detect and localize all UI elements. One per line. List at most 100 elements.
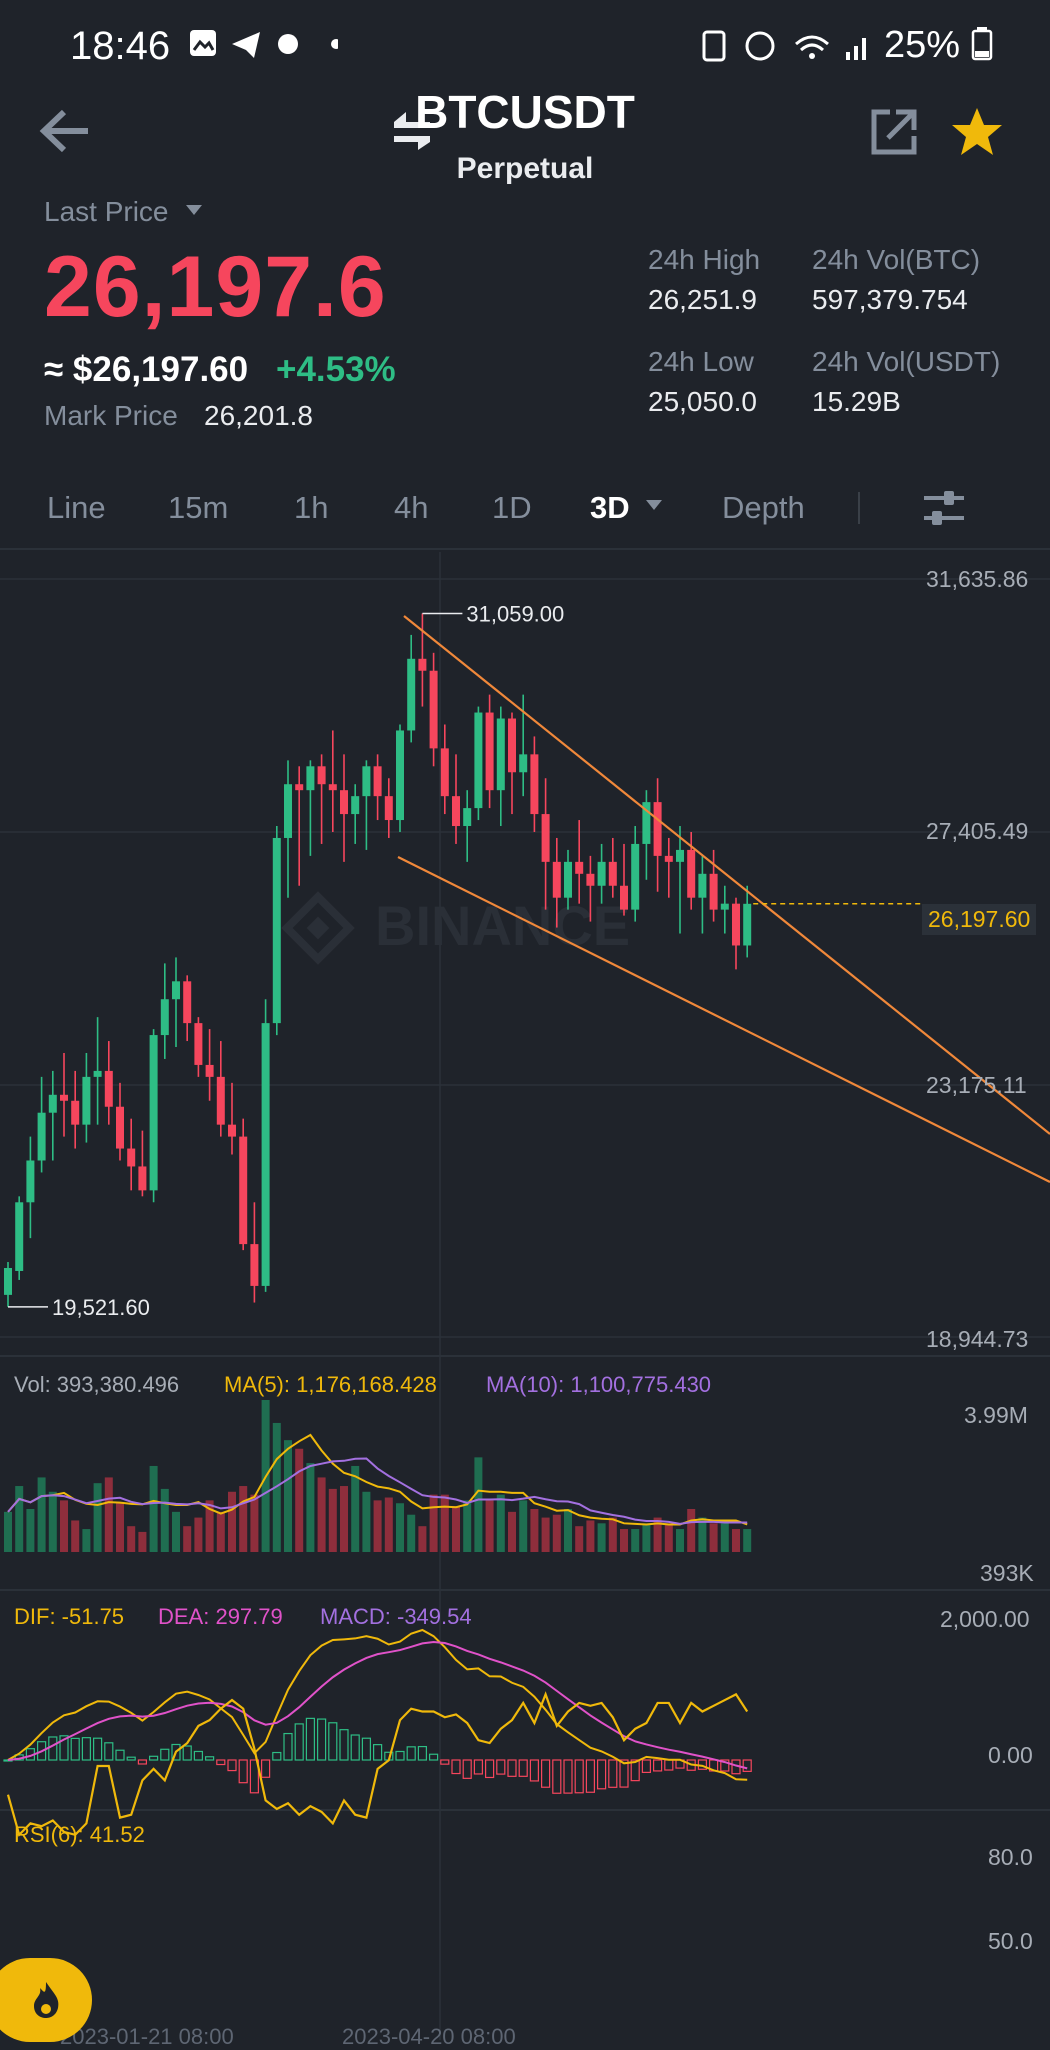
tab-line[interactable]: Line	[47, 490, 106, 525]
volume-bar	[474, 1457, 483, 1552]
candle-body	[743, 903, 752, 946]
rsi-axis-mid: 50.0	[988, 1928, 1033, 1954]
candle-body	[664, 855, 673, 862]
candles	[4, 613, 752, 1307]
candle-body	[653, 802, 662, 856]
alarm-icon	[745, 31, 775, 61]
price-chart[interactable]: BINANCE 31,059.00 19,521.60	[0, 550, 1050, 2045]
macd-histogram-bar	[171, 1743, 181, 1761]
rsi-label: RSI(6): 41.52	[14, 1822, 145, 1847]
macd-histogram-bar	[529, 1759, 540, 1782]
candle-body	[160, 999, 169, 1036]
switch-pair-button[interactable]	[390, 112, 434, 155]
candle-body	[37, 1112, 46, 1161]
candle-body	[250, 1244, 259, 1286]
macd-label: MACD: -349.54	[320, 1604, 472, 1629]
chart-grid	[0, 552, 1050, 2040]
chart-settings-button[interactable]	[922, 488, 966, 533]
tab-depth[interactable]: Depth	[722, 490, 805, 525]
tab-3d[interactable]: 3D	[590, 490, 664, 526]
tab-4h[interactable]: 4h	[394, 490, 429, 525]
candle-body	[194, 1023, 203, 1065]
candle-body	[261, 1023, 270, 1286]
binance-logo-icon	[281, 891, 355, 965]
candle-body	[82, 1076, 91, 1125]
macd-histogram-bar	[92, 1737, 103, 1761]
macd-histogram-bar	[216, 1759, 226, 1766]
mark-price-value: 26,201.8	[204, 400, 313, 431]
macd-histogram-bar	[283, 1732, 293, 1761]
ma5-label: MA(5): 1,176,168.428	[224, 1372, 437, 1397]
macd-histogram-bar	[406, 1746, 416, 1761]
volume-axis-bottom: 393K	[980, 1560, 1034, 1586]
macd-histogram-bar	[328, 1722, 338, 1761]
volume-bar	[351, 1465, 360, 1552]
macd-histogram-bar	[440, 1759, 450, 1765]
candle-body	[407, 658, 416, 731]
macd-histogram-bar	[373, 1744, 383, 1761]
macd-histogram-bar	[473, 1759, 483, 1775]
volume-bar	[552, 1514, 561, 1552]
dea-line	[7, 1640, 748, 1770]
candle-body	[149, 1035, 158, 1191]
star-icon	[952, 108, 1002, 155]
dea-label: DEA: 297.79	[158, 1604, 283, 1629]
candle-body	[205, 1064, 214, 1077]
volume-bar	[284, 1440, 292, 1552]
macd-histogram-bar	[552, 1759, 562, 1794]
volume-bar	[653, 1517, 662, 1552]
interval-tabs: Line 15m 1h 4h 1D 3D Depth	[0, 470, 1050, 550]
macd-axis-zero: 0.00	[988, 1742, 1033, 1768]
back-button[interactable]	[36, 106, 96, 161]
macd-histogram-bar	[596, 1759, 607, 1790]
candle-body	[530, 754, 539, 815]
candle-body	[317, 766, 326, 785]
swap-arrows-icon	[394, 112, 430, 150]
tab-1h[interactable]: 1h	[294, 490, 329, 525]
price-axis-label: 23,175.11	[926, 1072, 1027, 1098]
macd-histogram-bar	[518, 1759, 528, 1777]
lower-trendline	[397, 856, 1050, 1183]
volume-bar	[138, 1531, 147, 1552]
volume-bar	[732, 1529, 740, 1552]
volume-bar	[541, 1517, 550, 1552]
tab-15m[interactable]: 15m	[168, 490, 229, 525]
candle-body	[15, 1202, 24, 1271]
macd-histogram-bar	[149, 1755, 159, 1761]
volume-bar	[709, 1523, 718, 1552]
tab-1d[interactable]: 1D	[492, 490, 532, 525]
status-bar: 18:46 25%	[0, 0, 1050, 90]
candle-body	[340, 790, 348, 815]
macd-histogram-bar	[630, 1759, 640, 1782]
battery-percent: 25%	[884, 24, 993, 67]
candle-body	[474, 712, 483, 809]
candle-body	[4, 1267, 12, 1295]
floating-action-button[interactable]	[0, 1958, 92, 2042]
battery-icon	[971, 27, 992, 61]
macd-histogram-bar	[81, 1737, 92, 1761]
current-price-tag: 26,197.60	[922, 904, 1037, 935]
volume-axis-top: 3.99M	[964, 1402, 1028, 1428]
volume-bar	[586, 1520, 595, 1552]
candle-body	[384, 796, 393, 821]
volume-bar	[194, 1517, 203, 1552]
last-price-dropdown[interactable]: Last Price	[44, 196, 204, 228]
macd-histogram-bar	[652, 1759, 663, 1772]
macd-histogram-bar	[507, 1759, 517, 1777]
volume-bar	[172, 1511, 180, 1552]
caret-down-icon	[646, 500, 663, 510]
candle-body	[552, 861, 561, 898]
candle-body	[642, 802, 651, 844]
candle-body	[328, 784, 337, 791]
volume-bar	[564, 1508, 572, 1552]
volume-bar	[340, 1486, 348, 1552]
macd-histogram-bar	[48, 1736, 58, 1761]
favorite-button[interactable]	[950, 106, 1004, 163]
price-axis-label: 31,635.86	[926, 566, 1029, 592]
contract-type: Perpetual	[456, 152, 594, 185]
candle-body	[631, 843, 640, 910]
pair-title[interactable]: BTCUSDT	[415, 86, 635, 138]
candle-body	[575, 861, 584, 874]
share-button[interactable]	[870, 108, 918, 161]
volume-bar	[508, 1511, 516, 1552]
